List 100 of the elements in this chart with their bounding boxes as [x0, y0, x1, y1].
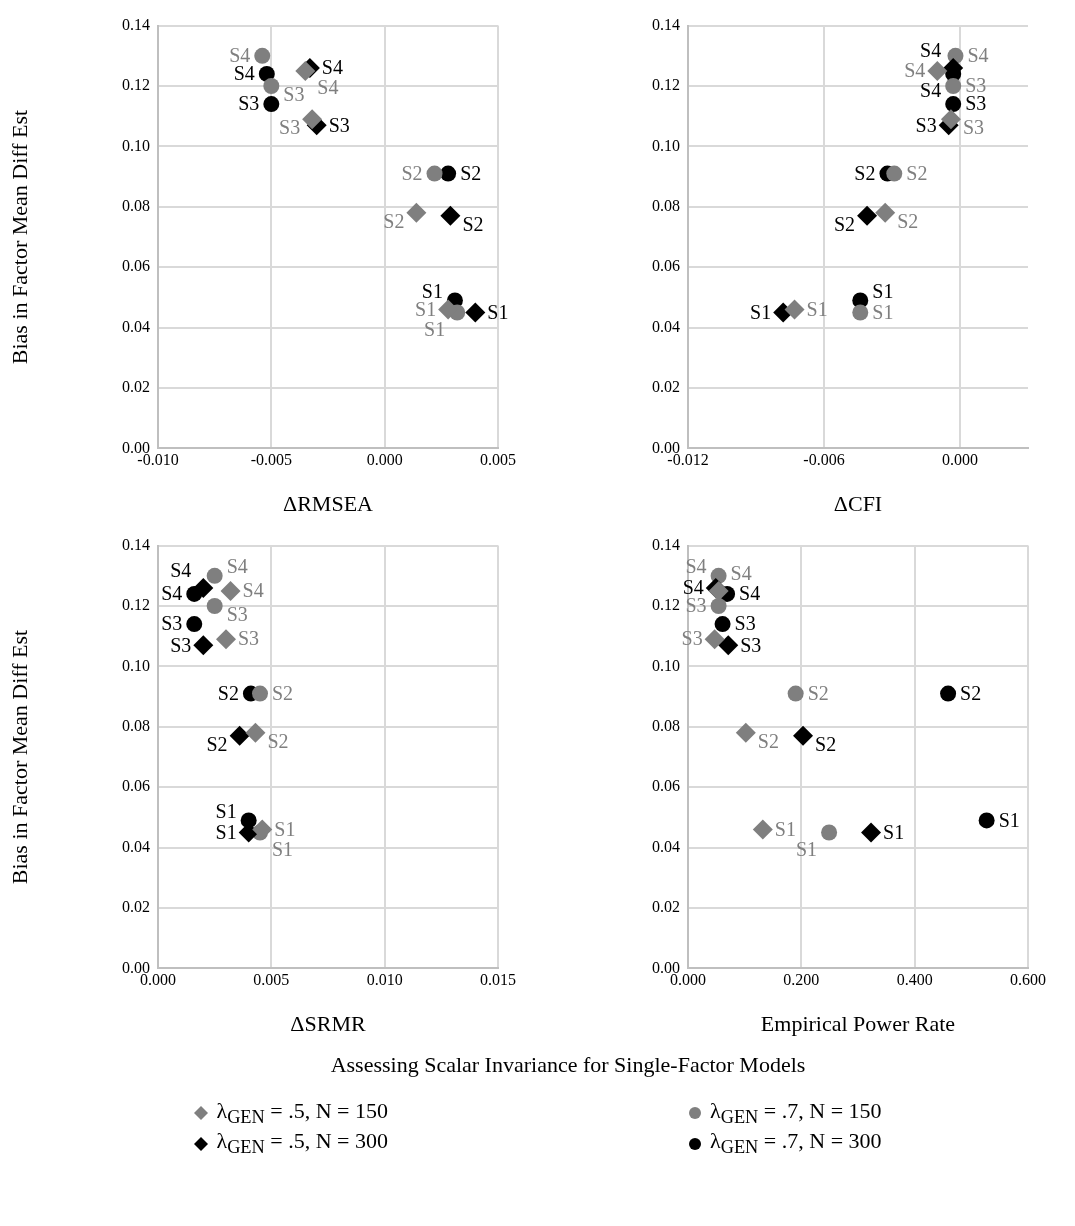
data-label: S1: [872, 279, 894, 302]
y-tick-label: 0.12: [652, 596, 680, 614]
y-tick-label: 0.06: [652, 777, 680, 795]
point: [245, 722, 266, 743]
data-label: S3: [238, 627, 260, 650]
data-label: S2: [807, 681, 829, 704]
data-label: S1: [806, 297, 828, 320]
y-tick-label: 0.04: [652, 837, 680, 855]
data-label: S2: [460, 161, 482, 184]
data-label: S1: [750, 300, 772, 323]
legend-label: λ$_{GEN}$ = .5, N = 150: [216, 1098, 388, 1129]
data-label: S4: [321, 56, 343, 79]
y-tick-label: 0.06: [122, 777, 150, 795]
x-tick-label: 0.200: [783, 971, 820, 989]
x-tick-label: 0.005: [480, 451, 516, 469]
point: [861, 822, 882, 843]
y-tick-label: 0.12: [652, 76, 680, 94]
data-label: S3: [915, 113, 937, 136]
data-label: S1: [774, 817, 796, 840]
point: [714, 616, 731, 633]
point: [252, 685, 268, 702]
point: [258, 65, 275, 82]
point: [263, 78, 280, 94]
y-tick-label: 0.12: [122, 76, 150, 94]
x-tick-label: 0.000: [366, 451, 403, 469]
y-tick-label: 0.08: [122, 717, 150, 734]
point: [875, 202, 896, 223]
y-tick-label: 0.08: [652, 717, 680, 734]
y-tick-label: 0.02: [122, 898, 150, 916]
point: [193, 635, 214, 656]
data-label: S2: [383, 210, 405, 233]
legend-label: λ$_{GEN}$ = .5, N = 300: [216, 1128, 388, 1159]
data-label: S1: [424, 317, 446, 340]
x-tick-label: 0.010: [366, 971, 403, 989]
y-axis-title: Bias in Factor Mean Diff Est: [6, 109, 32, 365]
data-label: S3: [161, 612, 183, 635]
point: [465, 302, 486, 323]
data-label: S3: [740, 633, 762, 656]
data-label: S4: [161, 582, 183, 605]
data-label: S4: [226, 555, 248, 578]
point: [793, 725, 814, 746]
data-label: S3: [962, 116, 985, 139]
y-axis-title: Bias in Factor Mean Diff Est: [6, 629, 32, 885]
y-tick-label: 0.10: [122, 656, 150, 674]
y-tick-label: 0.08: [122, 197, 150, 214]
y-tick-label: 0.08: [652, 197, 680, 214]
x-axis-title: ΔRMSEA: [283, 490, 374, 516]
y-tick-label: 0.02: [122, 378, 150, 396]
point: [787, 685, 804, 702]
point: [940, 685, 957, 702]
x-axis-title: ΔCFI: [833, 490, 883, 516]
data-label: S4: [739, 582, 761, 605]
data-label: S3: [283, 83, 305, 106]
x-tick-label: 0.000: [942, 451, 978, 469]
data-label: S4: [730, 562, 752, 585]
data-label: S2: [757, 730, 779, 753]
point: [426, 165, 443, 182]
data-label: S2: [833, 213, 856, 236]
data-label: S2: [462, 213, 484, 236]
data-label: S1: [215, 820, 237, 843]
point: [945, 96, 962, 113]
data-label: S4: [242, 579, 264, 602]
data-label: S1: [998, 808, 1020, 831]
data-label: S3: [328, 113, 350, 136]
data-label: S3: [734, 612, 756, 635]
data-label: S2: [906, 161, 928, 184]
y-tick-label: 0.10: [652, 136, 680, 154]
x-tick-label: 0.015: [480, 971, 516, 989]
point: [263, 96, 280, 113]
point: [927, 60, 948, 81]
data-label: S2: [960, 681, 982, 704]
data-label: S2: [401, 161, 423, 184]
y-tick-label: 0.14: [122, 15, 150, 33]
point: [220, 580, 241, 601]
data-label: S1: [795, 837, 818, 860]
text: Assessing Scalar Invariance for Single-Factor Models: [329, 1052, 807, 1078]
data-label: S4: [904, 59, 926, 82]
data-label: S3: [170, 633, 192, 656]
y-tick-label: 0.10: [122, 136, 150, 154]
data-label: S1: [272, 837, 294, 860]
x-tick-label: 0.400: [896, 971, 933, 989]
data-label: S4: [685, 555, 707, 578]
point: [857, 205, 878, 226]
data-label: S1: [883, 820, 905, 843]
data-label: S1: [215, 799, 237, 822]
x-axis-title: ΔSRMR: [290, 1010, 366, 1036]
point: [945, 78, 962, 94]
point: [302, 109, 323, 130]
data-label: S1: [872, 300, 894, 323]
point: [784, 299, 805, 320]
point: [406, 202, 427, 223]
data-label: S2: [897, 210, 919, 233]
legend-label: λ$_{GEN}$ = .7, N = 300: [710, 1128, 882, 1159]
x-tick-label: -0.005: [250, 451, 292, 469]
point: [440, 205, 461, 226]
y-tick-label: 0.14: [122, 535, 150, 553]
point: [254, 47, 271, 64]
data-label: S2: [267, 730, 289, 753]
data-label: S2: [217, 681, 239, 704]
x-tick-label: 0.600: [1010, 971, 1046, 989]
